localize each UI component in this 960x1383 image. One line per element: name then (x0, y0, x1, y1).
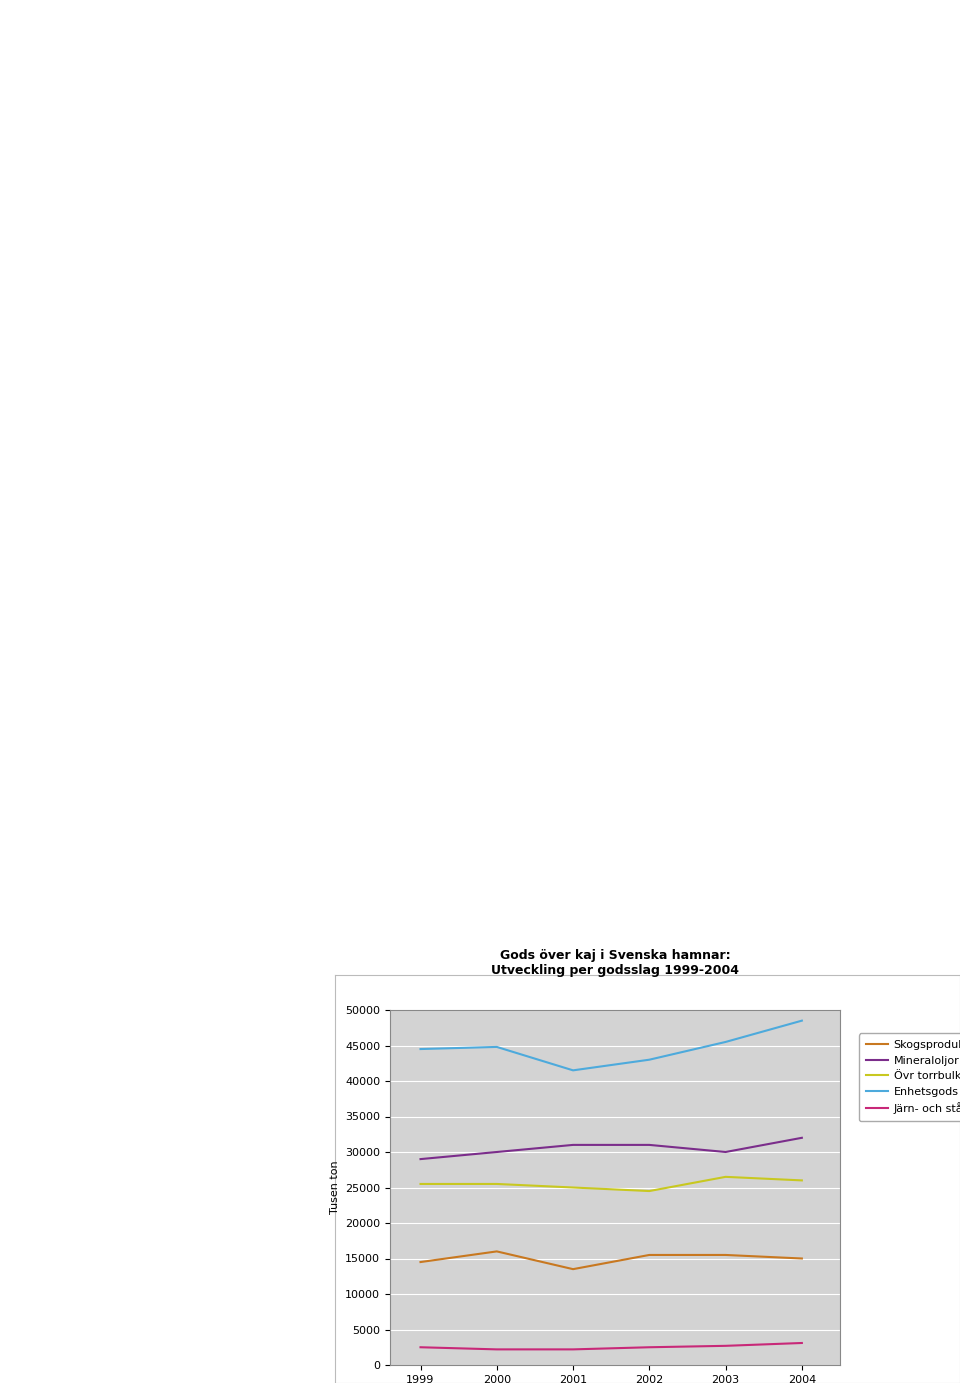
Legend: Skogsprodukter, Mineraloljor, Övr torrbulk, Enhetsgods, Järn- och stål: Skogsprodukter, Mineraloljor, Övr torrbu… (859, 1033, 960, 1120)
Y-axis label: Tusen ton: Tusen ton (329, 1160, 340, 1214)
Text: Gods över kaj i Svenska hamnar:
Utveckling per godsslag 1999-2004: Gods över kaj i Svenska hamnar: Utveckli… (491, 949, 739, 976)
